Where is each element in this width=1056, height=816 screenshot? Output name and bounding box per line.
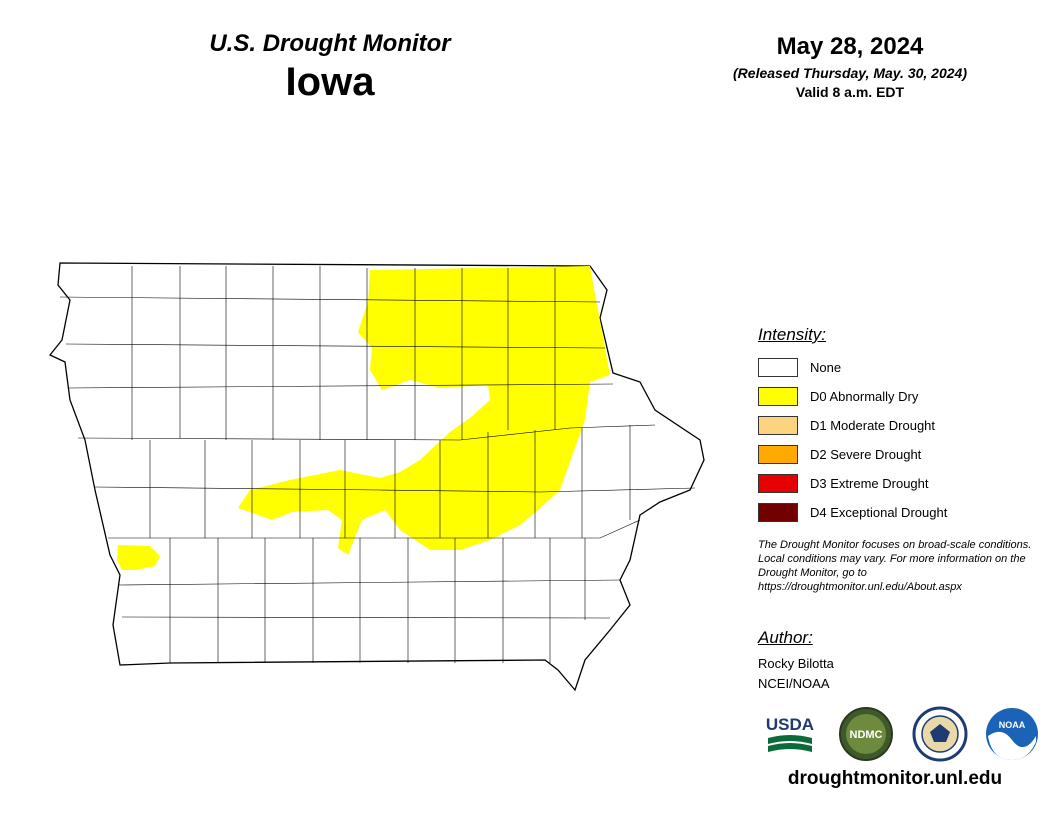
legend-item-d2: D2 Severe Drought — [758, 440, 1038, 469]
legend-item-d3: D3 Extreme Drought — [758, 469, 1038, 498]
usda-logo-text: USDA — [766, 715, 814, 734]
release-date: (Released Thursday, May. 30, 2024) — [733, 65, 967, 81]
legend-label: D2 Severe Drought — [810, 447, 922, 462]
disclaimer-text: The Drought Monitor focuses on broad-sca… — [758, 539, 1032, 593]
legend-label: D4 Exceptional Drought — [810, 505, 948, 520]
legend-label: D1 Moderate Drought — [810, 418, 936, 433]
d0-area-northeast — [238, 266, 610, 555]
legend-label: D0 Abnormally Dry — [810, 389, 919, 404]
author-name: Rocky Bilotta — [758, 656, 834, 671]
d0-area-southwest — [117, 545, 160, 570]
legend-item-d1: D1 Moderate Drought — [758, 411, 1038, 440]
legend-label: None — [810, 360, 842, 375]
partner-logos: USDA NDMC NOAA — [762, 706, 1046, 762]
doc-seal-logo — [912, 706, 968, 762]
ndmc-logo-text: NDMC — [850, 729, 883, 741]
noaa-logo-text: NOAA — [999, 720, 1026, 730]
legend-item-d0: D0 Abnormally Dry — [758, 382, 1038, 411]
noaa-logo: NOAA — [986, 708, 1038, 760]
legend-heading: Intensity: — [758, 325, 827, 344]
state-name: Iowa — [285, 60, 375, 104]
valid-time: Valid 8 a.m. EDT — [795, 84, 905, 100]
legend-swatch-d3 — [758, 474, 798, 493]
usda-logo: USDA — [766, 715, 814, 752]
county-boundaries — [59, 266, 696, 663]
author-heading: Author: — [758, 628, 813, 647]
website-url[interactable]: droughtmonitor.unl.edu — [787, 768, 1003, 789]
legend-item-none: None — [758, 353, 1038, 382]
legend-swatch-d4 — [758, 503, 798, 522]
map-date: May 28, 2024 — [776, 33, 924, 60]
iowa-drought-map — [48, 262, 705, 692]
legend-label: D3 Extreme Drought — [810, 476, 929, 491]
author-org: NCEI/NOAA — [758, 676, 830, 691]
legend-swatch-none — [758, 358, 798, 377]
legend-item-d4: D4 Exceptional Drought — [758, 498, 1038, 527]
header-left: U.S. Drought Monitor Iowa — [150, 30, 510, 105]
header-right: May 28, 2024 (Released Thursday, May. 30… — [700, 33, 1000, 100]
ndmc-logo: NDMC — [839, 707, 893, 761]
legend: Intensity: None D0 Abnormally Dry D1 Mod… — [758, 325, 1038, 527]
legend-swatch-d1 — [758, 416, 798, 435]
author-block: Author: Rocky Bilotta NCEI/NOAA — [758, 628, 1038, 694]
legend-swatch-d2 — [758, 445, 798, 464]
legend-swatch-d0 — [758, 387, 798, 406]
map-title: U.S. Drought Monitor — [209, 30, 451, 57]
